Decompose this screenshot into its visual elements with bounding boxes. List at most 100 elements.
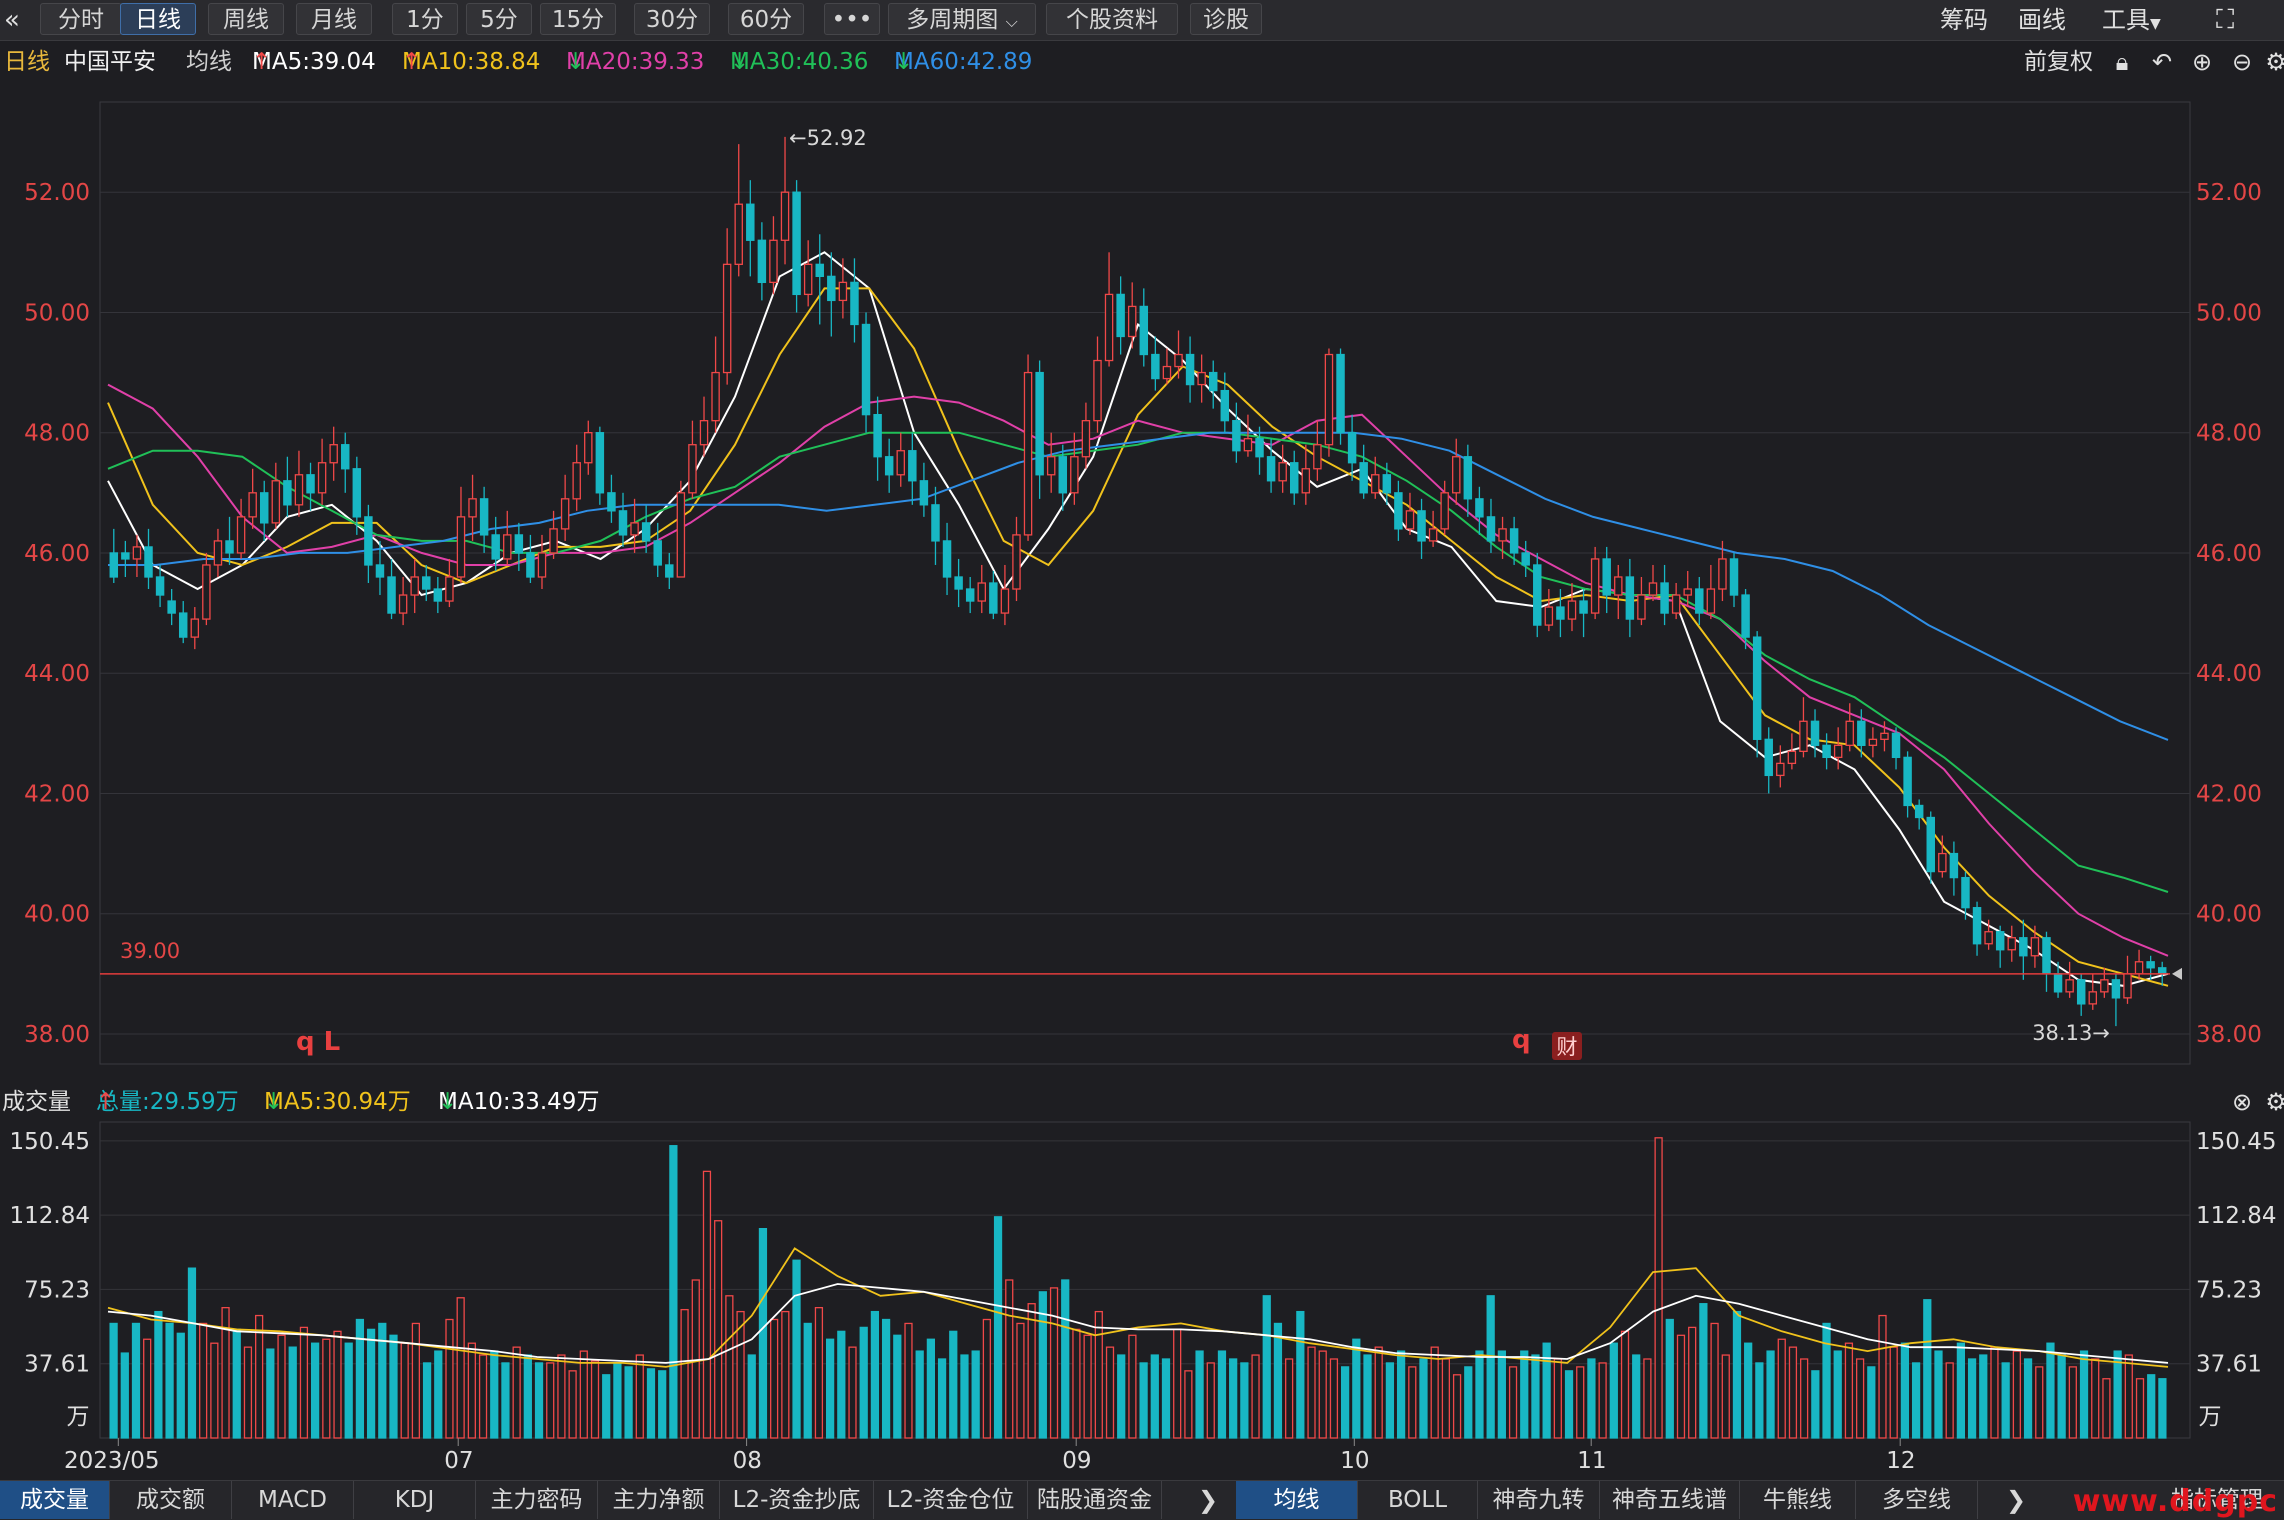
volume-unit-right: 万 [2199, 1404, 2222, 1430]
candle-body [271, 480, 281, 524]
period-button-8[interactable]: 60分 [728, 3, 804, 35]
bottom-tab-left-4[interactable]: 主力密码 [476, 1481, 598, 1519]
more-periods-button[interactable]: ••• [824, 3, 880, 35]
bottom-tab-left-8[interactable]: 陆股通资金 [1028, 1481, 1162, 1519]
candle-body [1220, 389, 1230, 422]
zoom-out-icon[interactable]: ⊖ [2231, 48, 2253, 76]
bottom-tab-right-5[interactable]: 多空线 [1856, 1481, 1978, 1519]
period-button-7[interactable]: 30分 [634, 3, 710, 35]
volume-bar [154, 1310, 163, 1439]
candle-body [329, 444, 338, 464]
candle-body [838, 281, 848, 302]
volume-settings-icon[interactable]: ⚙ [2265, 1088, 2284, 1116]
price-tick-left: 40.00 [24, 902, 90, 928]
volume-bar [579, 1350, 588, 1439]
volume-bars [109, 1137, 2167, 1439]
draw-line-button[interactable]: 画线 [2018, 6, 2066, 34]
volume-bar [904, 1322, 913, 1439]
candle-body [688, 444, 697, 494]
volume-bar [1822, 1322, 1831, 1439]
candle-body [1868, 738, 1878, 746]
period-button-1[interactable]: 日线 [120, 3, 196, 35]
adjust-mode[interactable]: 前复权 [2024, 49, 2093, 75]
close-icon[interactable]: ⊗ [2231, 1088, 2253, 1116]
candle-body [1695, 588, 1704, 614]
date-axis-ticks: 2023/05 07 08 09 10 11 12 [64, 1438, 1915, 1474]
chips-button[interactable]: 筹码 [1940, 6, 1988, 34]
bottom-tab-left-5[interactable]: 主力净额 [598, 1481, 720, 1519]
double-chevron-left-icon[interactable]: « [4, 5, 20, 35]
volume-bar [781, 1310, 790, 1439]
stock-name[interactable]: 中国平安 [64, 49, 156, 75]
candle-body [422, 576, 431, 590]
period-button-3[interactable]: 月线 [296, 3, 372, 35]
period-button-5[interactable]: 5分 [466, 3, 532, 35]
candle-body [283, 480, 292, 506]
period-button-2[interactable]: 周线 [208, 3, 284, 35]
candle-body [2146, 961, 2155, 969]
candle-body [387, 576, 396, 614]
bottom-tab-left-0[interactable]: 成交量 [0, 1481, 110, 1519]
volume-title[interactable]: 成交量 [2, 1089, 71, 1115]
fullscreen-icon[interactable]: ⛶ [2216, 5, 2235, 35]
settings-icon[interactable]: ⚙ [2265, 48, 2284, 76]
bottom-tab-right-2[interactable]: 神奇九转 [1478, 1481, 1600, 1519]
indicator-manage-button[interactable]: 指标管理 [2171, 1487, 2263, 1513]
bottom-tab-left-6[interactable]: L2-资金抄底 [720, 1481, 874, 1519]
tools-menu-button[interactable]: 工具▼ [2102, 4, 2161, 36]
bottom-tab-right-3[interactable]: 神奇五线谱 [1600, 1481, 1740, 1519]
period-button-0[interactable]: 分时 [40, 3, 122, 35]
price-annotations: 39.00 ←52.92 38.13→ q L q 财 [100, 126, 2182, 1060]
volume-tick-left: 75.23 [24, 1277, 90, 1303]
chevron-right-icon[interactable]: ❯ [1197, 1486, 1219, 1514]
candle-body [1984, 931, 1993, 945]
volume-bar [691, 1279, 700, 1439]
volume-bar [1531, 1354, 1540, 1439]
period-button-6[interactable]: 15分 [540, 3, 616, 35]
candle-body [815, 263, 824, 278]
candle-body [306, 474, 315, 494]
volume-chart[interactable]: 150.45 150.45 112.84 112.84 75.23 75.23 37.61 3… [0, 1120, 2284, 1480]
volume-bar [2068, 1366, 2077, 1439]
indicator-name[interactable]: 均线 [186, 49, 232, 75]
volume-tick-right: 150.45 [2196, 1129, 2276, 1155]
price-tick-left: 50.00 [24, 300, 90, 326]
lock-icon[interactable]: 🔒︎ [2115, 48, 2129, 76]
price-tick-left: 38.00 [24, 1022, 90, 1048]
volume-bar [1676, 1334, 1686, 1439]
stock-info-button[interactable]: 个股资料 [1046, 3, 1178, 35]
bottom-tab-right-1[interactable]: BOLL [1358, 1481, 1478, 1519]
bottom-tab-right-0[interactable]: 均线 [1236, 1481, 1358, 1519]
candle-body [1070, 456, 1079, 494]
volume-info-bar: 成交量 总量:29.59万 ↑ MA5:30.94万 ↓ MA10:33.49万 ↓ [0, 1084, 2284, 1120]
candle-body [1486, 516, 1496, 542]
price-chart[interactable]: 52.00 52.00 50.00 50.00 48.00 48.00 46.00 46.00… [0, 80, 2284, 1080]
bottom-tab-left-1[interactable]: 成交额 [110, 1481, 232, 1519]
volume-bar [1318, 1350, 1327, 1439]
watermark: www.ddgpc [2072, 1484, 2278, 1519]
volume-bar [1576, 1366, 1585, 1439]
price-tick-right: 48.00 [2196, 421, 2262, 447]
candle-body [317, 462, 327, 494]
bottom-tab-left-2[interactable]: MACD [232, 1481, 354, 1519]
volume-bar [1105, 1346, 1115, 1439]
candle-body [861, 323, 871, 416]
candle-body [398, 594, 408, 614]
candle-body [942, 540, 952, 578]
diagnose-button[interactable]: 诊股 [1190, 3, 1262, 35]
chevron-right-icon-2[interactable]: ❯ [2005, 1486, 2027, 1514]
period-button-4[interactable]: 1分 [392, 3, 458, 35]
undo-icon[interactable]: ↶ [2151, 48, 2173, 76]
bottom-tab-left-7[interactable]: L2-资金仓位 [874, 1481, 1028, 1519]
candle-body [1289, 462, 1299, 494]
bottom-tab-left-3[interactable]: KDJ [354, 1481, 476, 1519]
candle-body [1845, 720, 1854, 746]
volume-bar [1195, 1350, 1204, 1439]
multi-period-button[interactable]: 多周期图 ⌵ [888, 3, 1036, 35]
volume-bar [1945, 1362, 1954, 1439]
candle-body [954, 576, 963, 590]
volume-bar [2079, 1350, 2089, 1439]
volume-bar [131, 1322, 141, 1439]
bottom-tab-right-4[interactable]: 牛熊线 [1740, 1481, 1856, 1519]
zoom-in-icon[interactable]: ⊕ [2191, 48, 2213, 76]
